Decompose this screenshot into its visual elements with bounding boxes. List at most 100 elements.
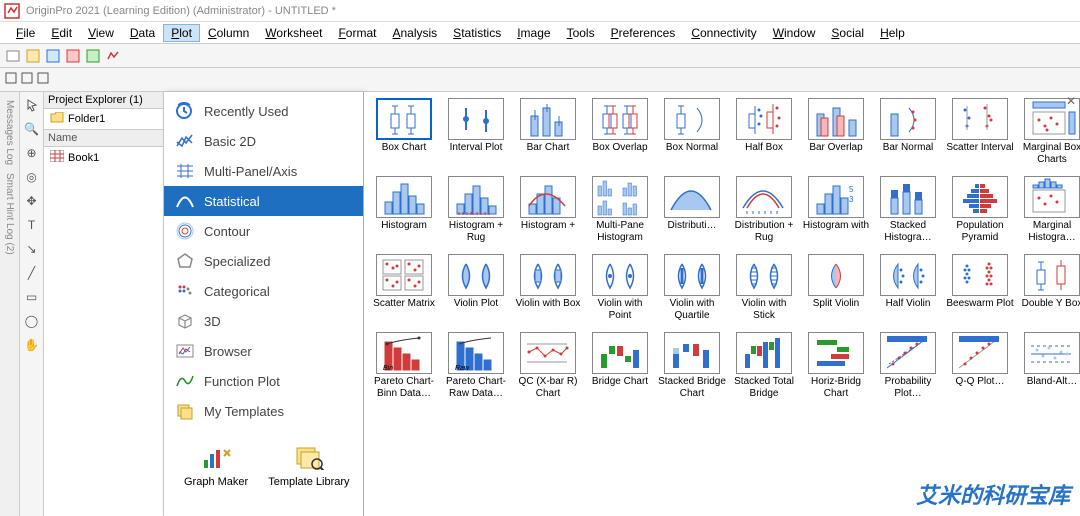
gallery-item-marginal-histogra[interactable]: Marginal Histogra… [1018, 176, 1080, 252]
plotmenu-basic-2d[interactable]: Basic 2D [164, 126, 363, 156]
gallery-item-histogram[interactable]: Histogram [370, 176, 438, 252]
name-column-header[interactable]: Name [44, 129, 163, 147]
plotmenu-browser[interactable]: Browser [164, 336, 363, 366]
gallery-item-violin-with-box[interactable]: Violin with Box [514, 254, 582, 330]
menu-help[interactable]: Help [872, 24, 913, 42]
gallery-item-scatter-interval[interactable]: Scatter Interval [946, 98, 1014, 174]
gallery-item-bridge-chart[interactable]: Bridge Chart [586, 332, 654, 408]
gallery-item-label: Histogram [381, 218, 427, 252]
menu-window[interactable]: Window [765, 24, 824, 42]
close-icon[interactable]: ✕ [1066, 94, 1076, 108]
mask-tool[interactable]: ✋ [23, 336, 41, 354]
gallery-item-violin-with-point[interactable]: Violin with Point [586, 254, 654, 330]
multi-icon [174, 161, 196, 181]
plotmenu-categorical[interactable]: Categorical [164, 276, 363, 306]
thumb-icon [736, 254, 792, 296]
gallery-item-q-q-plot[interactable]: Q-Q Plot… [946, 332, 1014, 408]
workbook-node[interactable]: Book1 [44, 147, 163, 168]
gallery-item-scatter-matrix[interactable]: Scatter Matrix [370, 254, 438, 330]
gallery-item-violin-plot[interactable]: Violin Plot [442, 254, 510, 330]
gallery-item-histogram-rug[interactable]: Histogram + Rug [442, 176, 510, 252]
gallery-item-half-violin[interactable]: Half Violin [874, 254, 942, 330]
toolbar-2 [0, 68, 1080, 92]
menu-tools[interactable]: Tools [559, 24, 603, 42]
text-tool[interactable]: T [23, 216, 41, 234]
plotmenu-function-plot[interactable]: Function Plot [164, 366, 363, 396]
menu-data[interactable]: Data [122, 24, 163, 42]
gallery-item-label: Marginal Histogra… [1018, 218, 1080, 252]
line-tool[interactable]: ╱ [23, 264, 41, 282]
zoom-tool[interactable]: 🔍 [23, 120, 41, 138]
gallery-item-label: Stacked Histogra… [874, 218, 942, 252]
gallery-item-double-y-box[interactable]: Double Y Box [1018, 254, 1080, 330]
messages-log-tab[interactable]: Messages Log [4, 100, 15, 165]
gallery-item-pareto-chart-binn-data[interactable]: BinPareto Chart-Binn Data… [370, 332, 438, 408]
gallery-item-probability-plot[interactable]: Probability Plot… [874, 332, 942, 408]
gallery-item-split-violin[interactable]: Split Violin [802, 254, 870, 330]
cursor-tool[interactable]: ✥ [23, 192, 41, 210]
shape-tool[interactable]: ▭ [23, 288, 41, 306]
gallery-item-population-pyramid[interactable]: Population Pyramid [946, 176, 1014, 252]
arrow-tool[interactable]: ↘ [23, 240, 41, 258]
gallery-item-stacked-total-bridge[interactable]: Stacked Total Bridge [730, 332, 798, 408]
gallery-item-marginal-box-charts[interactable]: Marginal Box Charts [1018, 98, 1080, 174]
gallery-item-label: Q-Q Plot… [956, 374, 1005, 408]
gallery-item-half-box[interactable]: Half Box [730, 98, 798, 174]
gallery-item-label: Histogram with [803, 218, 869, 252]
gallery-item-violin-with-stick[interactable]: Violin with Stick [730, 254, 798, 330]
gallery-item-bar-chart[interactable]: Bar Chart [514, 98, 582, 174]
menu-analysis[interactable]: Analysis [384, 24, 445, 42]
plotmenu-statistical[interactable]: Statistical [164, 186, 363, 216]
gallery-item-box-normal[interactable]: Box Normal [658, 98, 726, 174]
plotmenu-multi-panel-axis[interactable]: Multi-Panel/Axis [164, 156, 363, 186]
gallery-item-label: Horiz-Bridg Chart [802, 374, 870, 408]
plotmenu-my-templates[interactable]: My Templates [164, 396, 363, 426]
gallery-item-multi-pane-histogram[interactable]: Multi-Pane Histogram [586, 176, 654, 252]
menu-plot[interactable]: Plot [163, 24, 200, 42]
plotmenu-contour[interactable]: Contour [164, 216, 363, 246]
gallery-item-beeswarm-plot[interactable]: Beeswarm Plot [946, 254, 1014, 330]
menu-statistics[interactable]: Statistics [445, 24, 509, 42]
menu-column[interactable]: Column [200, 24, 257, 42]
smart-hint-log-tab[interactable]: Smart Hint Log (2) [4, 173, 15, 255]
gallery-item-stacked-bridge-chart[interactable]: Stacked Bridge Chart [658, 332, 726, 408]
menu-format[interactable]: Format [330, 24, 384, 42]
project-explorer-header: Project Explorer (1) [44, 92, 163, 109]
menu-view[interactable]: View [80, 24, 122, 42]
gallery-item-horiz-bridg-chart[interactable]: Horiz-Bridg Chart [802, 332, 870, 408]
menu-edit[interactable]: Edit [43, 24, 80, 42]
gallery-item-violin-with-quartile[interactable]: Violin with Quartile [658, 254, 726, 330]
gallery-item-label: Violin Plot [454, 296, 498, 330]
menu-worksheet[interactable]: Worksheet [257, 24, 330, 42]
gallery-item-histogram[interactable]: Histogram + [514, 176, 582, 252]
region-tool[interactable]: ◯ [23, 312, 41, 330]
screen-reader-tool[interactable]: ◎ [23, 168, 41, 186]
thumb-icon [808, 98, 864, 140]
gallery-item-distributi[interactable]: Distributi… [658, 176, 726, 252]
gallery-item-interval-plot[interactable]: Interval Plot [442, 98, 510, 174]
gallery-item-qc-x-bar-r-chart[interactable]: QC (X-bar R) Chart [514, 332, 582, 408]
plotmenu-specialized[interactable]: Specialized [164, 246, 363, 276]
thumb-icon [880, 332, 936, 374]
folder-node[interactable]: Folder1 [44, 109, 163, 129]
pointer-tool[interactable] [23, 96, 41, 114]
menu-connectivity[interactable]: Connectivity [683, 24, 764, 42]
gallery-item-bar-normal[interactable]: Bar Normal [874, 98, 942, 174]
gallery-item-stacked-histogra[interactable]: Stacked Histogra… [874, 176, 942, 252]
menu-social[interactable]: Social [823, 24, 872, 42]
extra-graph-maker[interactable]: Graph Maker [184, 442, 248, 488]
gallery-item-distribution-rug[interactable]: Distribution + Rug [730, 176, 798, 252]
plotmenu-3d[interactable]: 3D [164, 306, 363, 336]
menu-image[interactable]: Image [509, 24, 558, 42]
gallery-item-bar-overlap[interactable]: Bar Overlap [802, 98, 870, 174]
gallery-item-bland-alt[interactable]: Bland-Alt… [1018, 332, 1080, 408]
gallery-item-box-overlap[interactable]: Box Overlap [586, 98, 654, 174]
gallery-item-box-chart[interactable]: Box Chart [370, 98, 438, 174]
reader-tool[interactable]: ⊕ [23, 144, 41, 162]
gallery-item-histogram-with[interactable]: 53Histogram with [802, 176, 870, 252]
gallery-item-pareto-chart-raw-data[interactable]: RawPareto Chart-Raw Data… [442, 332, 510, 408]
menu-file[interactable]: File [8, 24, 43, 42]
plotmenu-recently-used[interactable]: Recently Used [164, 96, 363, 126]
extra-template-library[interactable]: Template Library [268, 442, 349, 488]
menu-preferences[interactable]: Preferences [603, 24, 684, 42]
